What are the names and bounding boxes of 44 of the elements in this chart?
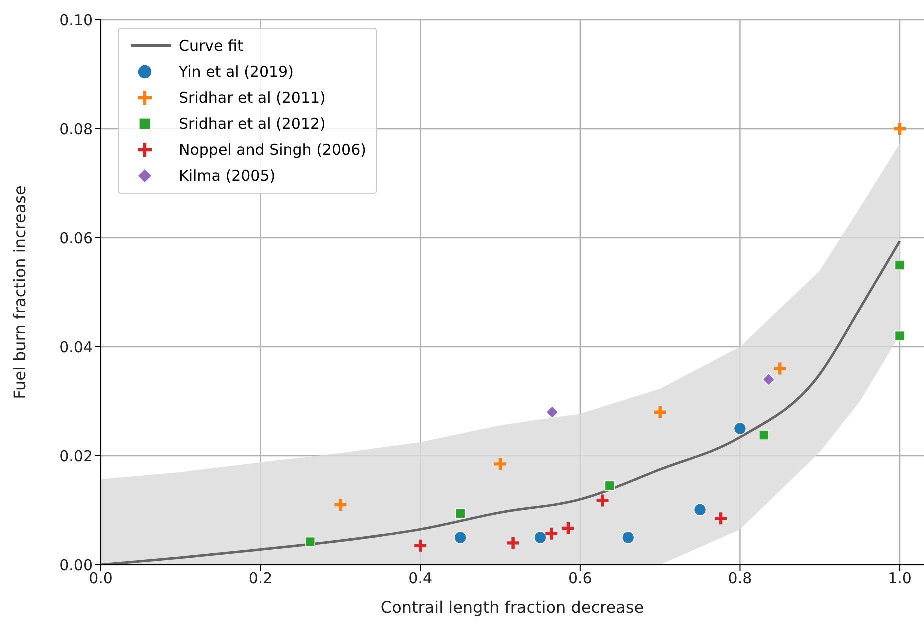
point <box>694 504 707 516</box>
y-tick-label: 0.08 <box>60 120 93 138</box>
point <box>305 536 316 548</box>
point <box>758 430 770 440</box>
line-series <box>101 240 902 565</box>
point <box>734 422 747 436</box>
point <box>713 511 729 526</box>
point <box>413 538 428 554</box>
legend-label: Sridhar et al (2012) <box>179 115 326 133</box>
point <box>652 404 668 420</box>
point <box>492 456 508 472</box>
x-axis-title: Contrail length fraction decrease <box>380 598 644 617</box>
x-tick-label: 0.0 <box>89 570 113 588</box>
point <box>455 508 466 519</box>
point <box>772 361 788 376</box>
point <box>892 121 908 137</box>
x-tick-label: 0.2 <box>248 570 273 588</box>
point <box>595 493 610 508</box>
x-tick-label: 1.0 <box>888 570 912 588</box>
point <box>894 330 906 342</box>
point <box>762 373 776 386</box>
point <box>546 406 559 419</box>
x-tick-label: 0.8 <box>728 570 752 588</box>
point <box>894 260 906 270</box>
point <box>333 497 348 513</box>
legend-label: Noppel and Singh (2006) <box>179 141 366 159</box>
y-tick-label: 0.10 <box>60 11 93 30</box>
point <box>622 531 635 544</box>
point <box>560 520 576 536</box>
y-tick-label: 0.06 <box>60 229 93 248</box>
x-tick-label: 0.6 <box>568 570 592 588</box>
y-tick-label: 0.02 <box>60 447 93 466</box>
point <box>604 480 616 492</box>
y-axis-title: Fuel burn fraction increase <box>10 186 30 400</box>
legend-label: Sridhar et al (2011) <box>179 89 326 107</box>
legend-label: Yin et al (2019) <box>179 63 294 81</box>
legend-label: Kilma (2005) <box>179 167 276 185</box>
y-tick-label: 0.04 <box>60 338 93 356</box>
point <box>454 531 467 544</box>
point <box>506 536 521 551</box>
legend-label: Curve fit <box>179 37 244 55</box>
x-tick-label: 0.4 <box>408 570 433 588</box>
point <box>544 526 560 542</box>
point <box>534 531 547 544</box>
